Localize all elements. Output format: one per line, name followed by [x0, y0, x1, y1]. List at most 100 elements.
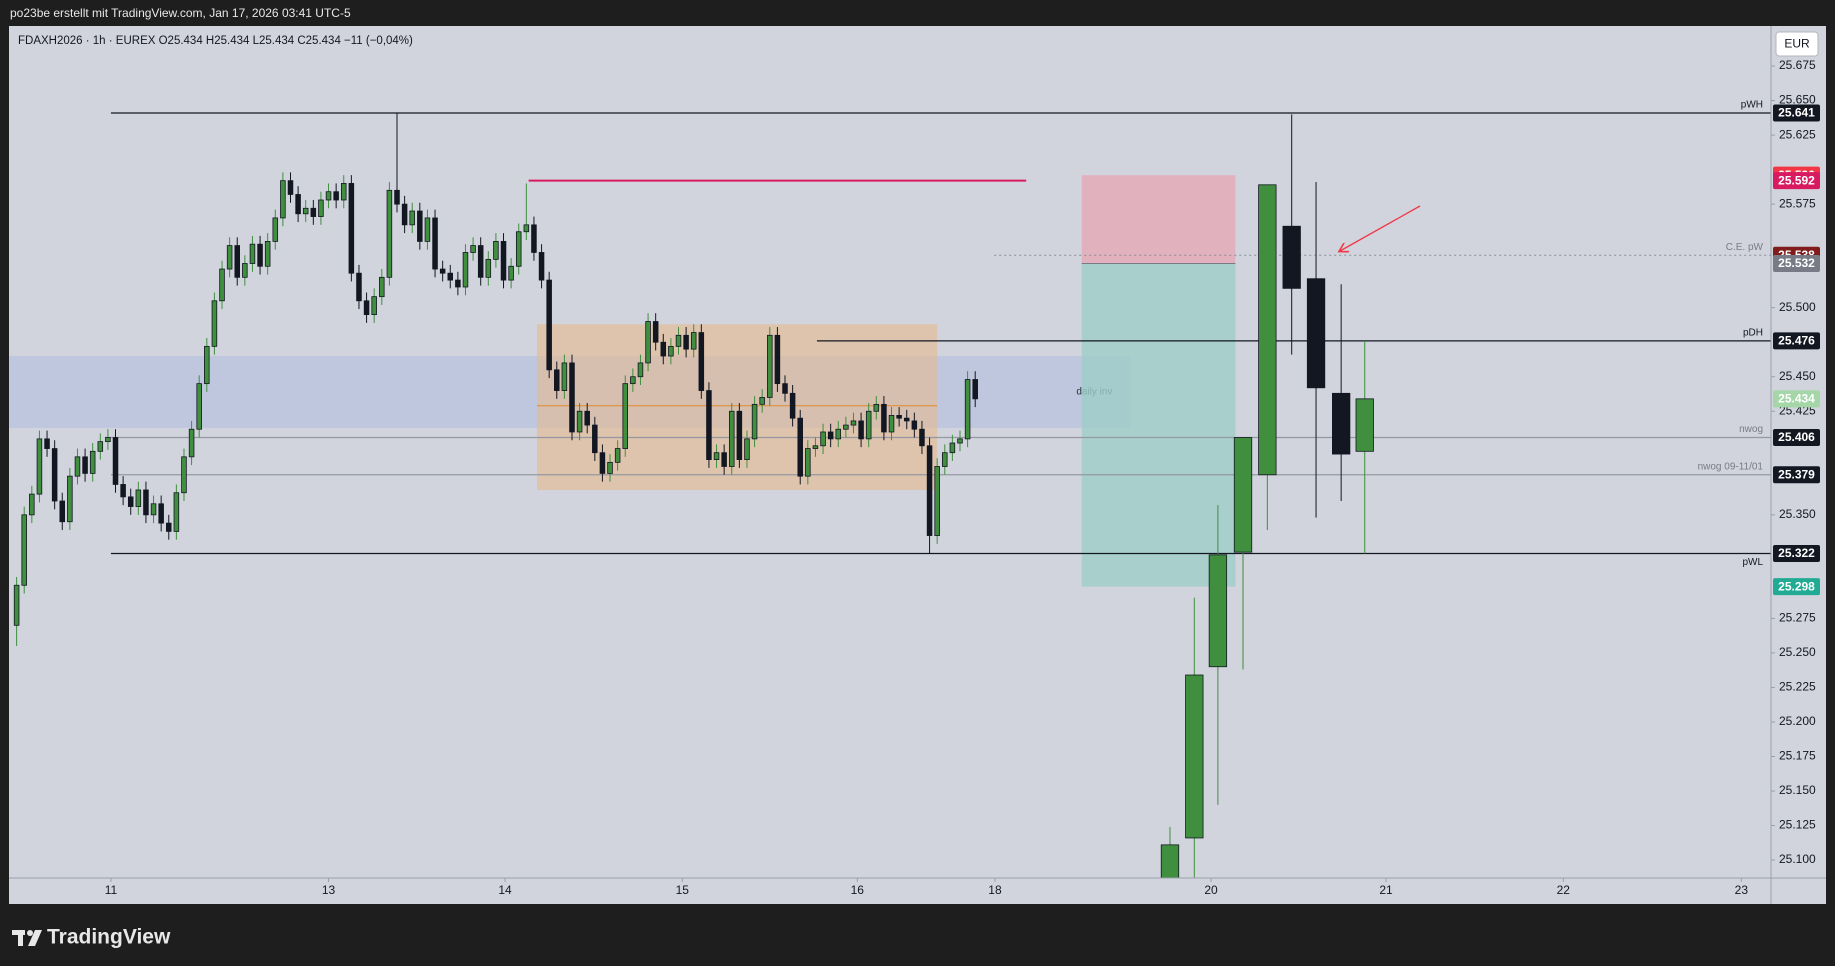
candle-body — [630, 376, 636, 385]
candle-body — [264, 241, 271, 267]
candle-body — [942, 452, 948, 467]
y-tick-label: 25.175 — [1779, 749, 1816, 763]
candle-body — [74, 456, 81, 477]
candle-body — [82, 456, 88, 474]
price-box — [1773, 255, 1820, 273]
candle-body — [432, 217, 438, 270]
x-tick-label: 13 — [322, 883, 336, 897]
candle-body — [439, 268, 446, 274]
candle-body — [919, 428, 925, 447]
candle-body — [584, 410, 590, 426]
price-box — [1773, 332, 1820, 350]
candle-body — [903, 417, 910, 422]
candle-body — [561, 362, 568, 391]
candle-body — [424, 217, 431, 242]
y-tick-label: 25.650 — [1779, 93, 1816, 107]
symbol-info: FDAXH2026 · 1h · EUREX O25.434 H25.434 L… — [18, 35, 413, 47]
logo-part — [28, 930, 42, 946]
candle-body — [257, 243, 263, 267]
candle-body — [1160, 844, 1180, 878]
candle-body — [652, 321, 659, 343]
candle-body — [127, 496, 134, 507]
price-box-label: 25.592 — [1778, 173, 1815, 187]
candle-body — [728, 410, 735, 467]
candle-body — [622, 383, 629, 449]
candle-body — [538, 252, 545, 281]
y-tick-label: 25.225 — [1779, 680, 1816, 694]
currency-box — [1775, 31, 1819, 57]
candle-body — [949, 442, 956, 454]
candle-body — [401, 203, 408, 226]
candle-body — [1258, 184, 1277, 476]
candle-body — [226, 245, 233, 270]
y-tick-label: 25.100 — [1779, 852, 1816, 866]
candle-body — [89, 450, 96, 474]
candle-body — [835, 428, 842, 440]
candle-body — [690, 332, 697, 350]
candle-body — [767, 334, 773, 398]
candle-body — [964, 379, 971, 440]
y-tick-label: 25.250 — [1779, 645, 1816, 659]
price-box-label: 25.476 — [1778, 334, 1815, 348]
plot-area: daily inv — [9, 112, 1771, 878]
candle-body — [143, 489, 149, 516]
header-title: po23be erstellt mit TradingView.com, Jan… — [10, 6, 351, 20]
y-tick-label: 25.150 — [1779, 783, 1816, 797]
candle-body — [348, 183, 355, 274]
candle-body — [576, 410, 583, 433]
logo-part — [27, 930, 33, 936]
annotation-arrow — [1340, 205, 1421, 251]
candle-body — [1306, 278, 1326, 389]
candle-body — [318, 199, 324, 217]
candle-body — [1185, 674, 1204, 839]
candle-body — [508, 265, 514, 281]
x-tick-label: 23 — [1735, 883, 1749, 897]
position-stop-zone — [1081, 175, 1236, 264]
candle-body — [683, 334, 689, 350]
candle-body — [515, 231, 522, 267]
candle-body — [493, 241, 499, 260]
y-tick-label: 25.625 — [1779, 127, 1816, 141]
candle-body — [188, 428, 195, 458]
candle-body — [546, 279, 552, 371]
candle-body — [599, 452, 606, 474]
candle-body — [51, 448, 58, 502]
candle-body — [363, 300, 370, 316]
price-box-label: 25.298 — [1778, 579, 1815, 593]
candle-body — [181, 456, 187, 494]
candle-body — [827, 431, 834, 440]
price-box — [1773, 390, 1820, 408]
price-box-label: 25.379 — [1778, 467, 1815, 481]
candle-body — [911, 420, 918, 430]
logo-part — [18, 930, 23, 946]
position-target-zone — [1081, 263, 1236, 587]
candle-body — [356, 272, 362, 302]
candle-body — [797, 417, 803, 477]
y-tick-label: 25.575 — [1779, 196, 1816, 210]
candle-body — [29, 493, 35, 516]
candle-body — [394, 189, 400, 205]
y-tick-label: 25.675 — [1779, 58, 1816, 72]
candle-body — [234, 245, 240, 278]
price-box — [1773, 172, 1820, 190]
price-box — [1773, 544, 1820, 562]
candle-body — [455, 279, 461, 288]
level-label: nwog — [1739, 424, 1763, 435]
candle-body — [112, 437, 119, 485]
candle-body — [698, 332, 705, 391]
candle-body — [97, 441, 104, 452]
candle-body — [44, 438, 50, 449]
candle-body — [485, 258, 492, 278]
price-box — [1773, 466, 1820, 484]
candle-body — [211, 300, 218, 347]
candle-body — [462, 252, 469, 288]
candle-body — [67, 475, 73, 523]
price-box-label: 25.406 — [1778, 430, 1815, 444]
candle-body — [881, 403, 887, 433]
candle-body — [736, 410, 743, 460]
candle-body — [219, 268, 225, 302]
x-tick-label: 21 — [1379, 883, 1393, 897]
x-tick-label: 18 — [988, 883, 1002, 897]
candle-body — [310, 207, 317, 217]
